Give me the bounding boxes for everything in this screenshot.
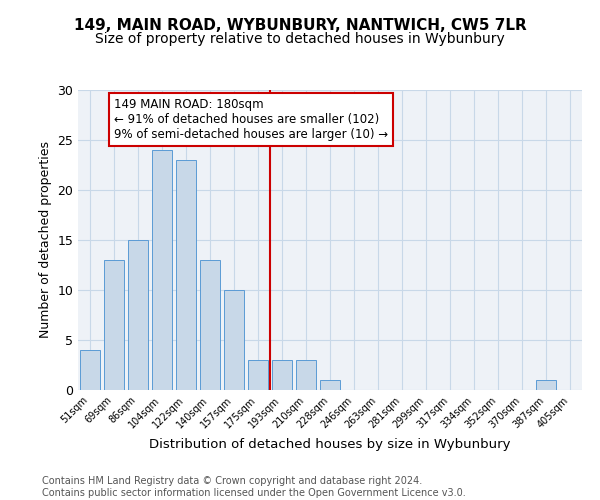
Bar [104, 260, 124, 390]
Bar [152, 150, 172, 390]
Bar [248, 360, 268, 390]
Bar [80, 350, 100, 390]
Bar [320, 380, 340, 390]
Bar [296, 360, 316, 390]
Bar [536, 380, 556, 390]
X-axis label: Distribution of detached houses by size in Wybunbury: Distribution of detached houses by size … [149, 438, 511, 451]
Y-axis label: Number of detached properties: Number of detached properties [39, 142, 52, 338]
Bar [224, 290, 244, 390]
Text: Size of property relative to detached houses in Wybunbury: Size of property relative to detached ho… [95, 32, 505, 46]
Text: Contains HM Land Registry data © Crown copyright and database right 2024.
Contai: Contains HM Land Registry data © Crown c… [42, 476, 466, 498]
Text: 149 MAIN ROAD: 180sqm
← 91% of detached houses are smaller (102)
9% of semi-deta: 149 MAIN ROAD: 180sqm ← 91% of detached … [114, 98, 388, 141]
Text: 149, MAIN ROAD, WYBUNBURY, NANTWICH, CW5 7LR: 149, MAIN ROAD, WYBUNBURY, NANTWICH, CW5… [74, 18, 526, 32]
Bar [176, 160, 196, 390]
Bar [272, 360, 292, 390]
Bar [128, 240, 148, 390]
Bar [200, 260, 220, 390]
